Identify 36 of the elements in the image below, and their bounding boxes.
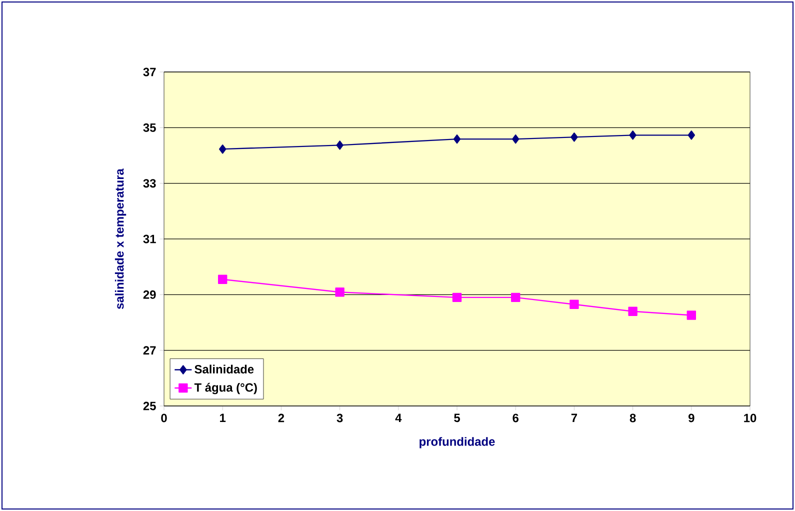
x-tick-label: 10: [744, 414, 756, 422]
x-axis-title: profundidade: [420, 437, 495, 448]
y-tick-label: 33: [143, 179, 156, 188]
point: [511, 292, 520, 302]
y-tick-label: 29: [143, 290, 156, 299]
point: [453, 134, 461, 144]
point: [512, 134, 520, 144]
point: [570, 300, 579, 309]
y-tick-label: 37: [143, 68, 156, 76]
x-tick-label: 8: [630, 414, 636, 422]
x-tick-label: 6: [512, 414, 519, 422]
point: [452, 292, 462, 302]
point: [219, 144, 226, 154]
x-tick-label: 1: [220, 414, 226, 422]
x-tick-label: 5: [454, 414, 460, 422]
legend-label: T água (°C): [194, 382, 257, 394]
point: [686, 310, 696, 320]
y-tick-label: 25: [143, 402, 156, 410]
point: [570, 132, 578, 142]
x-tick-label: 9: [688, 414, 694, 422]
x-tick-label: 3: [336, 414, 343, 422]
point: [336, 140, 344, 150]
x-tick-label: 0: [161, 414, 167, 422]
y-tick-label: 27: [143, 346, 156, 354]
y-tick-label: 31: [143, 234, 156, 244]
point: [688, 130, 696, 140]
x-tick-label: 4: [395, 414, 402, 422]
point: [628, 306, 638, 316]
point: [629, 130, 636, 140]
legend-label: Salinidade: [194, 364, 254, 374]
point: [218, 274, 228, 284]
x-tick-label: 7: [571, 414, 578, 422]
y-tick-label: 35: [143, 123, 156, 132]
x-tick-label: 2: [278, 414, 284, 422]
y-axis-title: salinidade x temperatura: [114, 168, 126, 309]
point: [335, 288, 344, 297]
